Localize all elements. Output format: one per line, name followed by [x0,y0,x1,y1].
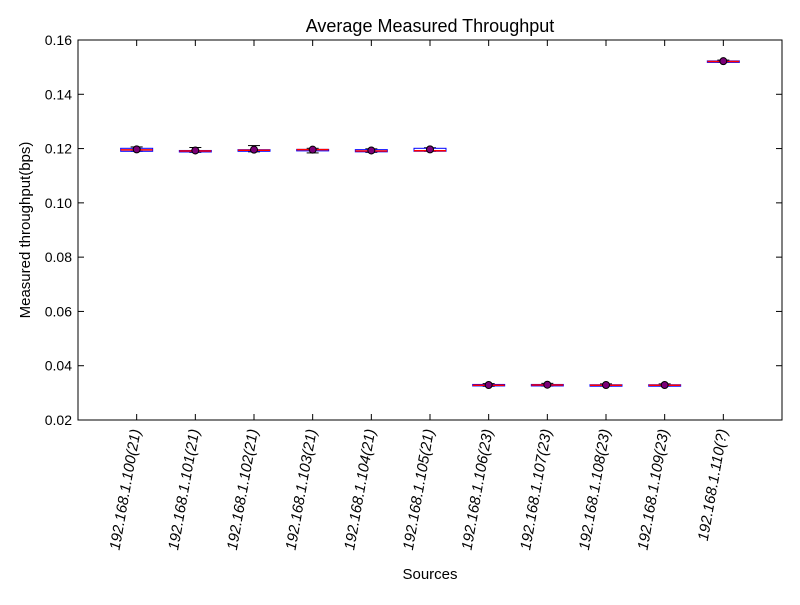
x-axis: 192.168.1.100(21) 192.168.1.101(21) 192.16… [107,40,731,552]
y-tick-label: 0.06 [45,303,72,319]
x-tick-label: 192.168.1.110(?) [695,428,731,542]
x-tick-label: 192.168.1.104(21) [341,428,379,552]
y-tick-label: 0.16 [45,32,72,48]
box-3 [237,145,271,154]
box-4 [296,145,330,154]
x-tick-label: 192.168.1.106(23) [459,428,497,552]
y-tick-label: 0.14 [45,86,72,102]
box-8 [530,380,564,389]
mean-marker [543,380,552,389]
box-7 [472,380,506,389]
mean-marker [250,145,258,154]
boxes-group [120,57,740,389]
box-5 [354,146,388,155]
y-axis-label: Measured throughput(bps) [17,142,34,319]
x-tick-label: 192.168.1.108(23) [576,428,614,552]
box-9 [589,380,623,389]
mean-marker [367,146,376,155]
mean-marker [660,380,669,389]
chart-title: Average Measured Throughput [306,16,555,36]
x-tick-label: 192.168.1.105(21) [400,428,438,552]
mean-marker [308,145,317,154]
y-axis: 0.02 0.04 0.06 0.08 0.10 0.12 0.14 0.16 [45,32,782,428]
x-tick-label: 192.168.1.103(21) [283,428,321,552]
y-tick-label: 0.04 [45,358,72,374]
mean-marker [719,57,728,66]
box-1 [120,145,154,154]
x-tick-label: 192.168.1.109(23) [635,428,673,552]
y-tick-label: 0.08 [45,249,72,265]
box-11 [706,57,740,66]
x-tick-label: 192.168.1.107(23) [517,428,555,552]
x-tick-label: 192.168.1.101(21) [165,428,203,552]
x-tick-label: 192.168.1.100(21) [107,428,145,552]
mean-marker [426,145,434,154]
mean-marker [484,380,493,389]
mean-marker [191,146,200,155]
y-tick-label: 0.10 [45,195,72,211]
mean-marker [132,145,141,154]
y-tick-label: 0.12 [45,141,72,157]
y-tick-label: 0.02 [45,412,72,428]
mean-marker [602,380,610,389]
box-6 [413,145,447,154]
x-tick-label: 192.168.1.102(21) [224,428,262,552]
plot-frame [77,39,783,421]
x-axis-label: Sources [402,566,457,583]
box-2 [178,146,212,155]
box-10 [648,380,682,389]
